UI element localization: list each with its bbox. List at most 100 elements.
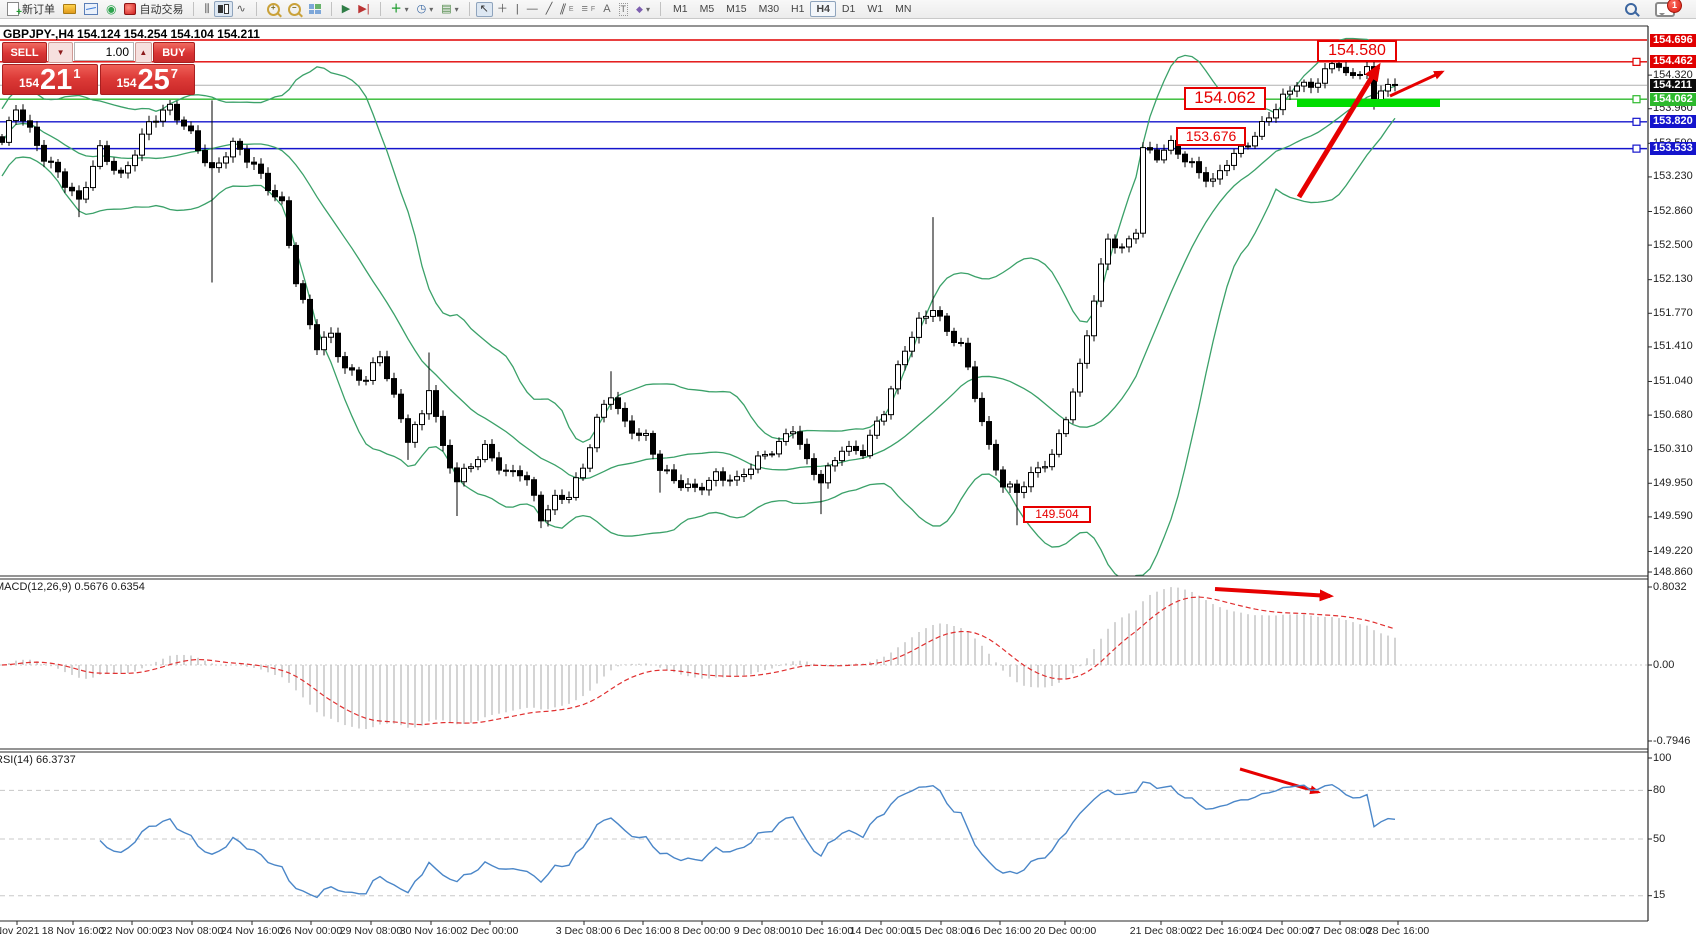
zoom-in-icon: + bbox=[266, 2, 282, 17]
search-icon bbox=[1625, 3, 1640, 17]
equidistant-channel-icon: ∥ bbox=[558, 2, 568, 15]
trend-arrow[interactable] bbox=[1239, 767, 1321, 795]
bar-chart-icon: ⫼ bbox=[204, 2, 210, 15]
volume-input[interactable] bbox=[74, 42, 134, 61]
toolbar-separator bbox=[468, 2, 470, 16]
market-watch-button[interactable] bbox=[59, 2, 80, 16]
add-indicator-icon: ＋ bbox=[390, 2, 402, 15]
sell-price-sup: 1 bbox=[73, 66, 81, 81]
text-label-icon: T bbox=[618, 2, 629, 16]
trend-arrow[interactable] bbox=[1296, 62, 1381, 199]
toolbar-separator bbox=[193, 2, 195, 16]
toolbar-separator bbox=[379, 2, 381, 16]
horizontal-line-tool-button[interactable]: — bbox=[523, 2, 542, 17]
channel-tool-button[interactable]: ∥ E bbox=[556, 2, 577, 17]
volume-increase-button[interactable]: ▲ bbox=[135, 42, 152, 63]
line-chart-mode-button[interactable]: ∿ bbox=[233, 2, 250, 17]
shapes-tool-button[interactable]: ◆ ▾ bbox=[632, 2, 654, 17]
candlestick-icon bbox=[217, 3, 229, 15]
buy-price-base: 154 bbox=[116, 76, 137, 90]
timeframe-button-h1[interactable]: H1 bbox=[791, 3, 805, 15]
chart-title: GBPJPY-,H4 154.124 154.254 154.104 154.2… bbox=[3, 27, 260, 41]
timeframe-button-h4[interactable]: H4 bbox=[810, 1, 836, 17]
price-annotation-box[interactable]: 154.062 bbox=[1184, 87, 1266, 110]
text-tool-button[interactable]: A bbox=[599, 2, 614, 17]
fibonacci-icon: ≡ bbox=[581, 2, 588, 15]
zoom-out-button[interactable]: − bbox=[284, 1, 305, 18]
indicators-button[interactable]: ＋ ▾ bbox=[387, 2, 413, 17]
timeframe-button-m15[interactable]: M15 bbox=[726, 3, 747, 15]
fibonacci-tool-button[interactable]: ≡ F bbox=[578, 2, 600, 17]
trendline-tool-button[interactable]: ╱ bbox=[542, 2, 557, 17]
bar-chart-mode-button[interactable]: ⫼ bbox=[200, 2, 213, 17]
periods-button[interactable]: ◷ ▾ bbox=[413, 2, 438, 17]
chart-shift-icon: ▶| bbox=[358, 2, 370, 15]
auto-scroll-button[interactable]: ▶ bbox=[338, 2, 354, 17]
search-button[interactable] bbox=[1621, 1, 1641, 17]
vertical-line-tool-button[interactable]: | bbox=[512, 2, 523, 17]
templates-button[interactable]: ▤ ▾ bbox=[437, 2, 462, 17]
macd-signal-line bbox=[1, 596, 1396, 726]
timeframe-button-m1[interactable]: M1 bbox=[672, 3, 688, 15]
channel-e-subscript: E bbox=[568, 5, 574, 13]
notifications-button[interactable]: 1 bbox=[1651, 0, 1682, 19]
timeframe-button-m30[interactable]: M30 bbox=[758, 3, 780, 15]
sell-price-display[interactable]: 154 21 1 bbox=[2, 64, 98, 95]
template-icon: ▤ bbox=[441, 2, 452, 15]
main-toolbar: + 新订单 ◉ 自动交易 ⫼ ∿ + − ▶ ▶| bbox=[0, 0, 1696, 19]
chart-window-button[interactable] bbox=[80, 1, 102, 17]
trendline-icon: ╱ bbox=[545, 2, 553, 15]
zoom-in-button[interactable]: + bbox=[263, 1, 284, 18]
new-order-label: 新订单 bbox=[22, 4, 55, 16]
macd-label: MACD(12,26,9) 0.5676 0.6354 bbox=[0, 581, 145, 593]
chevron-down-icon: ▾ bbox=[404, 4, 409, 14]
macd-histogram bbox=[8, 587, 1396, 730]
auto-scroll-icon: ▶ bbox=[341, 2, 351, 15]
crosshair-icon: ＋ bbox=[496, 2, 508, 15]
auto-trading-button[interactable]: 自动交易 bbox=[120, 0, 187, 19]
chevron-down-icon: ▾ bbox=[645, 4, 650, 14]
support-highlight-bar[interactable] bbox=[1297, 99, 1440, 107]
signal-icon: ◉ bbox=[106, 2, 117, 16]
timeframe-button-d1[interactable]: D1 bbox=[841, 3, 856, 15]
candlestick-mode-button[interactable] bbox=[213, 1, 233, 17]
timeframe-button-mn[interactable]: MN bbox=[895, 3, 912, 15]
volume-decrease-button[interactable]: ▼ bbox=[48, 42, 73, 63]
buy-price-display[interactable]: 154 25 7 bbox=[99, 64, 195, 96]
notification-badge: 1 bbox=[1667, 0, 1682, 13]
chat-bubble-icon: 1 bbox=[1655, 0, 1682, 17]
auto-trading-icon bbox=[124, 3, 137, 15]
cursor-icon: ↖ bbox=[479, 2, 489, 15]
crosshair-tool-button[interactable]: ＋ bbox=[493, 2, 512, 17]
clock-icon: ◷ bbox=[416, 2, 427, 15]
rsi-label: RSI(14) 66.3737 bbox=[0, 754, 76, 766]
buy-button[interactable]: BUY bbox=[152, 42, 195, 63]
timeframe-button-w1[interactable]: W1 bbox=[867, 3, 884, 15]
text-icon: A bbox=[603, 2, 611, 15]
text-label-tool-button[interactable]: T bbox=[615, 1, 633, 18]
sell-button[interactable]: SELL bbox=[2, 42, 48, 63]
package-icon bbox=[63, 4, 76, 14]
tile-windows-button[interactable] bbox=[305, 2, 325, 16]
toolbar-separator bbox=[255, 2, 257, 16]
data-window-button[interactable]: ◉ bbox=[102, 1, 120, 17]
price-annotation-box[interactable]: 153.676 bbox=[1176, 127, 1246, 147]
trend-arrow[interactable] bbox=[1389, 70, 1445, 98]
price-annotation-box[interactable]: 154.580 bbox=[1317, 40, 1397, 62]
window-chart-icon bbox=[84, 3, 98, 15]
buy-price-big: 25 bbox=[137, 64, 170, 96]
chevron-down-icon: ▾ bbox=[429, 4, 434, 14]
toolbar-separator bbox=[659, 2, 661, 16]
trend-arrow[interactable] bbox=[1214, 587, 1334, 602]
timeframe-button-m5[interactable]: M5 bbox=[699, 3, 715, 15]
new-order-button[interactable]: + 新订单 bbox=[3, 0, 59, 19]
chart-shift-button[interactable]: ▶| bbox=[354, 2, 373, 17]
cursor-tool-button[interactable]: ↖ bbox=[475, 1, 493, 17]
rsi-line bbox=[99, 781, 1396, 899]
horizontal-level-lines[interactable] bbox=[0, 39, 1647, 153]
price-annotation-box[interactable]: 149.504 bbox=[1023, 506, 1091, 524]
toolbar-separator bbox=[330, 2, 332, 16]
